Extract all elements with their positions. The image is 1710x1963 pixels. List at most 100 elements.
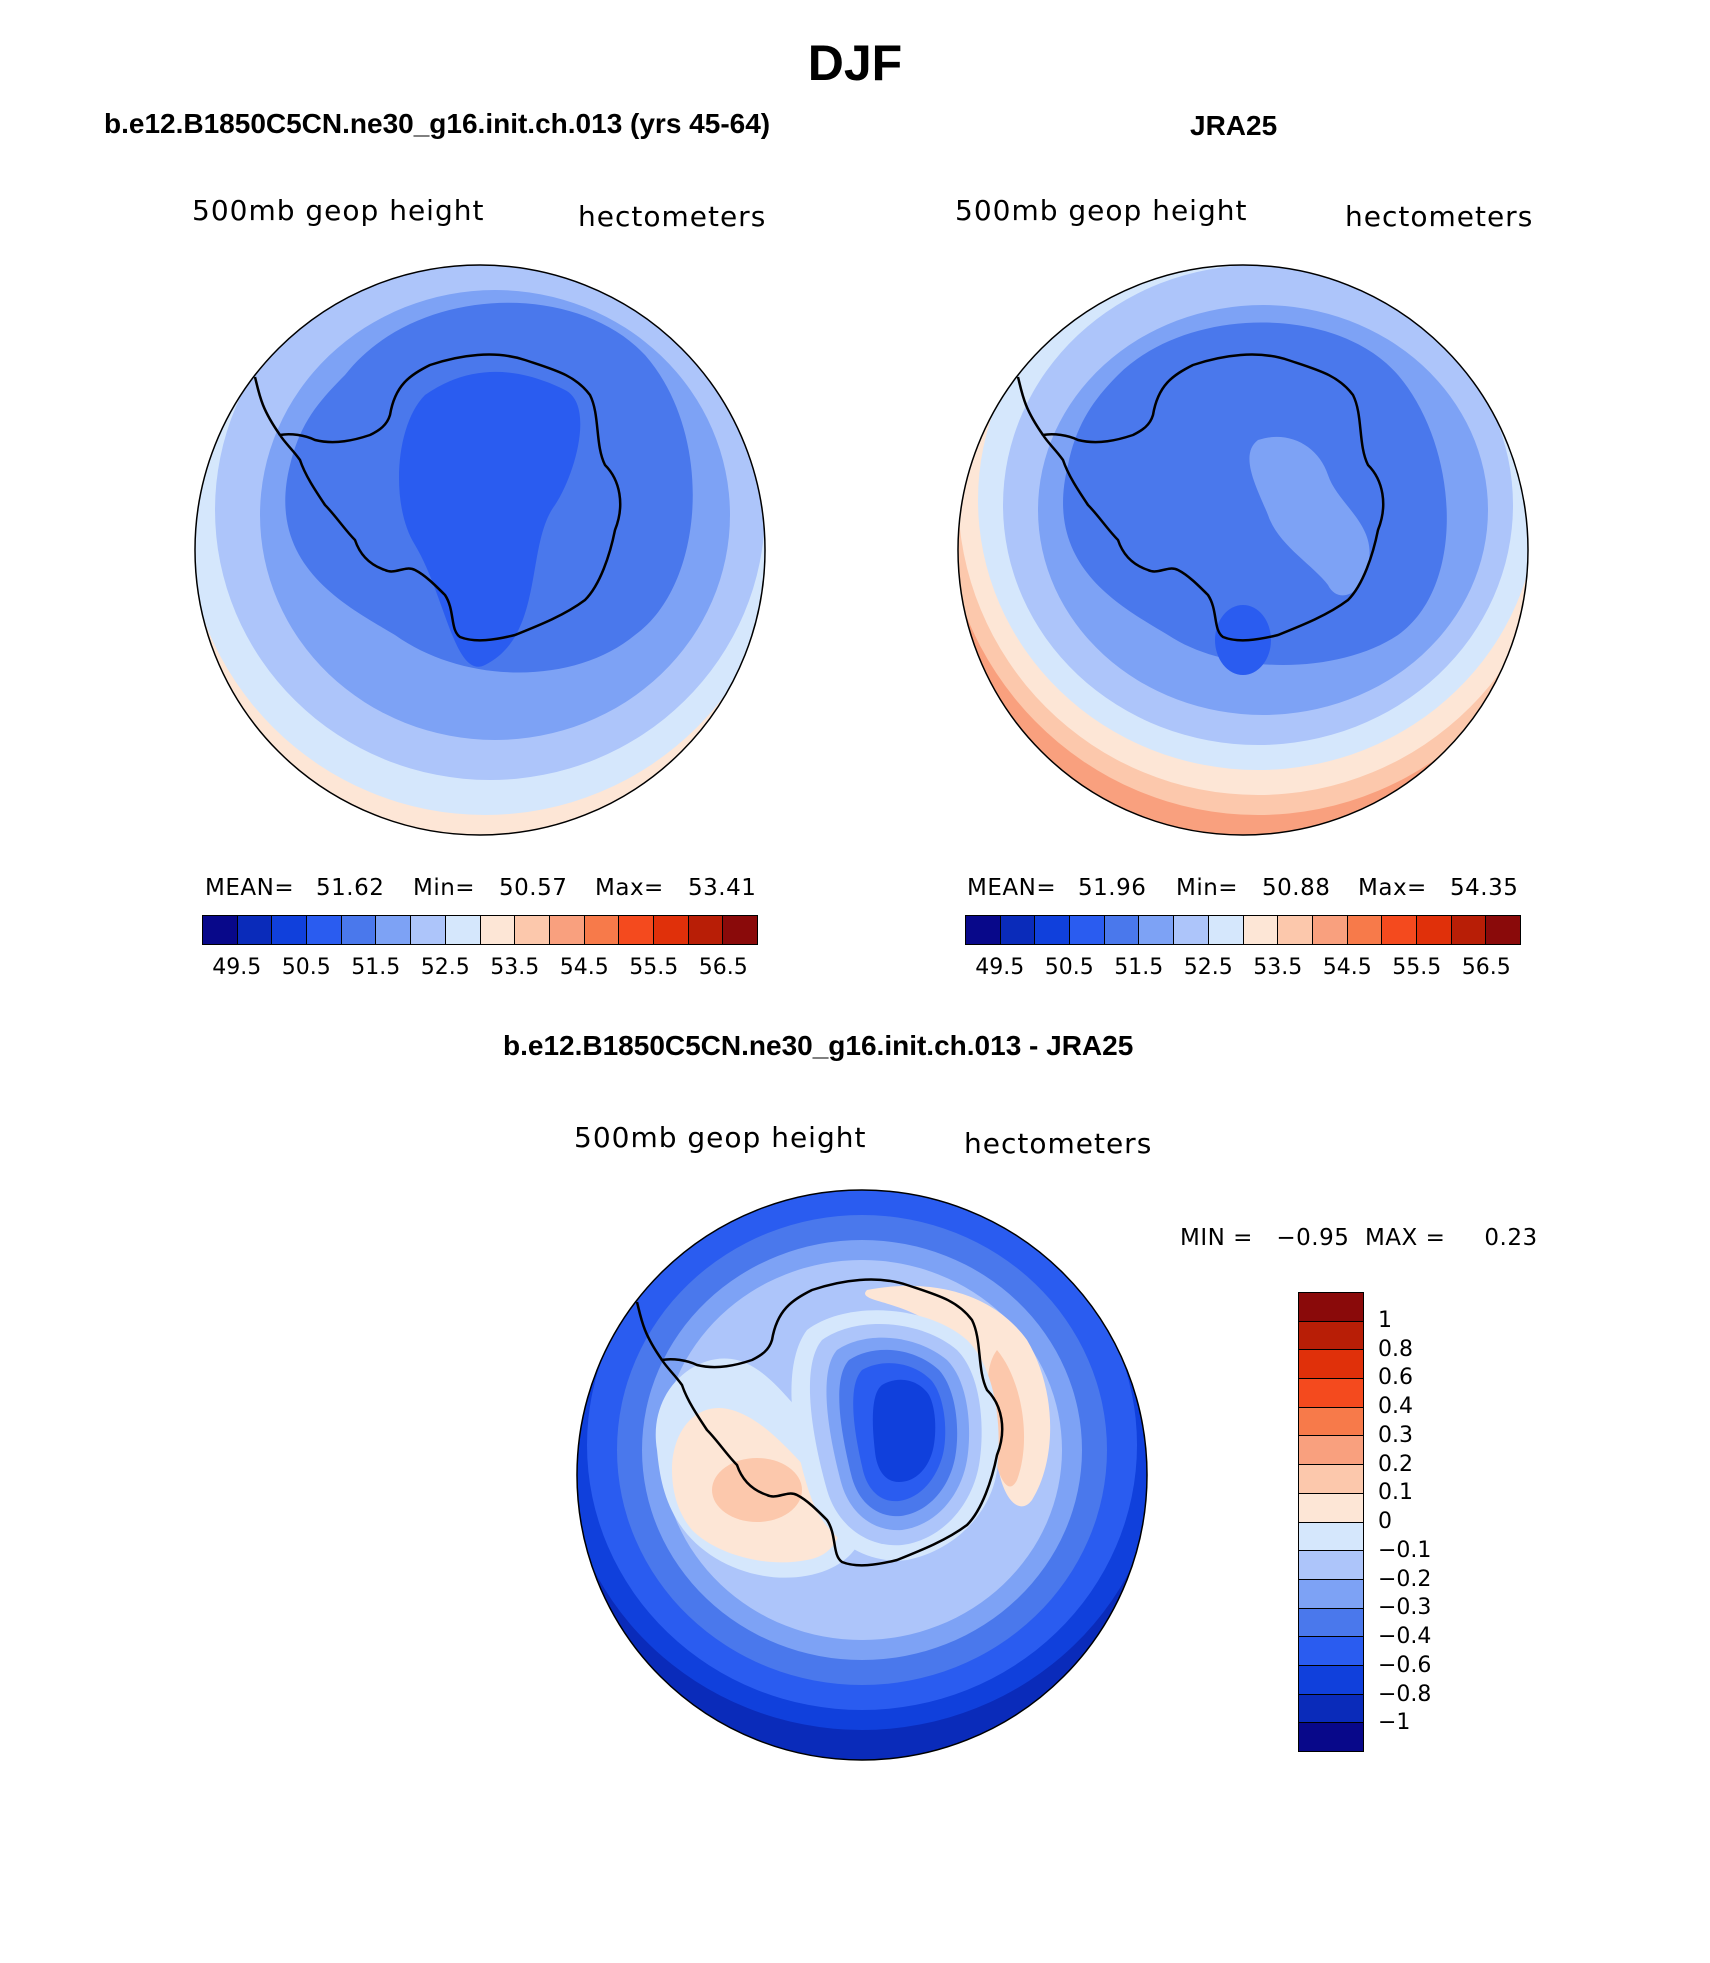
cbar-right-swatch-11 bbox=[1347, 916, 1383, 944]
left-map-border bbox=[194, 264, 766, 836]
left-mean-value: 51.62 bbox=[316, 875, 385, 901]
diff-colorbar-swatch-9 bbox=[1299, 1551, 1363, 1580]
diff-colorbar-label-7: 0 bbox=[1378, 1509, 1392, 1534]
diff-antarctica-coastline bbox=[659, 1278, 1004, 1567]
cbar-left-ticks-label-5: 54.5 bbox=[559, 955, 609, 980]
diff-colorbar-label-3: 0.4 bbox=[1378, 1394, 1413, 1419]
right-colorbar bbox=[965, 915, 1521, 945]
right-mean-label: MEAN= bbox=[967, 875, 1057, 901]
cbar-right-swatch-10 bbox=[1312, 916, 1348, 944]
diff-colorbar-label-13: −0.8 bbox=[1378, 1681, 1432, 1707]
left-min-value: 50.57 bbox=[499, 875, 568, 901]
diff-colorbar-label-4: 0.3 bbox=[1378, 1422, 1413, 1448]
cbar-right-swatch-9 bbox=[1278, 916, 1313, 944]
diff-colorbar-swatch-13 bbox=[1299, 1665, 1363, 1695]
cbar-right-swatch-4 bbox=[1104, 916, 1140, 944]
left-polar-map bbox=[194, 264, 766, 836]
right-min-value: 50.88 bbox=[1262, 875, 1331, 901]
cbar-right-ticks-label-6: 55.5 bbox=[1392, 955, 1442, 980]
cbar-left-swatch-9 bbox=[515, 916, 550, 944]
diff-minmax-label: MIN = −0.95 MAX = 0.23 bbox=[1180, 1225, 1538, 1251]
diff-colorbar-swatch-1 bbox=[1299, 1321, 1363, 1351]
diff-colorbar-swatch-4 bbox=[1299, 1407, 1363, 1437]
cbar-left-swatch-3 bbox=[307, 916, 342, 944]
diff-variable-label: 500mb geop height bbox=[574, 1121, 867, 1154]
diff-colorbar-swatch-7 bbox=[1299, 1493, 1363, 1523]
cbar-left-ticks-label-2: 51.5 bbox=[351, 955, 401, 980]
cbar-right-swatch-6 bbox=[1174, 916, 1209, 944]
diff-colorbar bbox=[1298, 1292, 1364, 1752]
cbar-left-ticks-label-3: 52.5 bbox=[420, 955, 470, 980]
diff-colorbar-label-11: −0.4 bbox=[1378, 1624, 1432, 1649]
left-antarctica-coastline bbox=[277, 353, 622, 642]
cbar-left-ticks-label-0: 49.5 bbox=[212, 955, 262, 980]
cbar-left-swatch-8 bbox=[480, 916, 516, 944]
cbar-right-swatch-0 bbox=[966, 916, 1001, 944]
cbar-left-swatch-2 bbox=[272, 916, 308, 944]
figure-title: DJF bbox=[807, 35, 903, 91]
cbar-left-swatch-7 bbox=[445, 916, 481, 944]
diff-colorbar-label-2: 0.6 bbox=[1378, 1365, 1413, 1391]
cbar-left-swatch-11 bbox=[584, 916, 620, 944]
cbar-right-swatch-12 bbox=[1382, 916, 1417, 944]
cbar-right-ticks-label-0: 49.5 bbox=[975, 955, 1025, 980]
cbar-left-swatch-6 bbox=[411, 916, 446, 944]
diff-colorbar-swatch-5 bbox=[1299, 1436, 1363, 1466]
cbar-right-swatch-14 bbox=[1451, 916, 1487, 944]
right-variable-label: 500mb geop height bbox=[955, 194, 1248, 227]
cbar-left-swatch-0 bbox=[203, 916, 238, 944]
diff-colorbar-swatch-11 bbox=[1299, 1608, 1363, 1638]
diff-map-border bbox=[576, 1189, 1148, 1761]
cbar-right-ticks-label-2: 51.5 bbox=[1114, 955, 1164, 980]
right-map-border bbox=[957, 264, 1529, 836]
cbar-right-ticks-label-3: 52.5 bbox=[1183, 955, 1233, 980]
cbar-left-swatch-12 bbox=[619, 916, 654, 944]
diff-colorbar-swatch-6 bbox=[1299, 1465, 1363, 1494]
left-variable-label: 500mb geop height bbox=[192, 194, 485, 227]
left-colorbar bbox=[202, 915, 758, 945]
cbar-left-swatch-14 bbox=[688, 916, 724, 944]
diff-colorbar-swatch-0 bbox=[1299, 1293, 1363, 1322]
left-mean-label: MEAN= bbox=[205, 875, 295, 901]
diff-colorbar-label-6: 0.1 bbox=[1378, 1480, 1413, 1506]
diff-colorbar-label-8: −0.1 bbox=[1378, 1537, 1432, 1563]
cbar-left-swatch-4 bbox=[341, 916, 377, 944]
left-units-label: hectometers bbox=[578, 200, 767, 233]
right-units-label: hectometers bbox=[1345, 200, 1534, 233]
cbar-left-swatch-15 bbox=[723, 916, 757, 944]
diff-polar-map bbox=[576, 1189, 1148, 1761]
cbar-right-swatch-13 bbox=[1416, 916, 1452, 944]
left-max-label: Max= bbox=[595, 875, 664, 901]
left-max-value: 53.41 bbox=[688, 875, 757, 901]
right-mean-value: 51.96 bbox=[1078, 875, 1147, 901]
cbar-right-swatch-8 bbox=[1243, 916, 1279, 944]
cbar-left-ticks-label-4: 53.5 bbox=[490, 955, 540, 980]
cbar-right-swatch-2 bbox=[1035, 916, 1071, 944]
diff-contour-16 bbox=[872, 1379, 936, 1482]
cbar-right-swatch-7 bbox=[1208, 916, 1244, 944]
diff-colorbar-label-0: 1 bbox=[1378, 1307, 1392, 1333]
diff-colorbar-label-9: −0.2 bbox=[1378, 1566, 1432, 1592]
right-antarctica-coastline bbox=[1040, 353, 1385, 642]
diff-colorbar-swatch-2 bbox=[1299, 1350, 1363, 1380]
right-max-value: 54.35 bbox=[1450, 875, 1519, 901]
cbar-right-ticks-label-1: 50.5 bbox=[1044, 955, 1094, 980]
left-min-label: Min= bbox=[413, 875, 476, 901]
cbar-left-ticks-label-1: 50.5 bbox=[281, 955, 331, 980]
cbar-left-swatch-10 bbox=[549, 916, 585, 944]
diff-units-label: hectometers bbox=[964, 1127, 1153, 1160]
cbar-left-swatch-13 bbox=[653, 916, 689, 944]
diff-colorbar-label-12: −0.6 bbox=[1378, 1652, 1432, 1678]
right-polar-map bbox=[957, 264, 1529, 836]
cbar-right-swatch-3 bbox=[1070, 916, 1105, 944]
left-peninsula-coastline bbox=[253, 376, 282, 436]
cbar-right-ticks-label-7: 56.5 bbox=[1461, 955, 1511, 980]
cbar-right-swatch-1 bbox=[1000, 916, 1036, 944]
diff-panel-title: b.e12.B1850C5CN.ne30_g16.init.ch.013 - J… bbox=[503, 1030, 1134, 1061]
diff-colorbar-label-1: 0.8 bbox=[1378, 1336, 1413, 1362]
right-peninsula-coastline bbox=[1016, 376, 1045, 436]
cbar-right-swatch-15 bbox=[1486, 916, 1520, 944]
diff-colorbar-label-14: −1 bbox=[1378, 1710, 1411, 1736]
cbar-left-ticks-label-7: 56.5 bbox=[698, 955, 748, 980]
diff-colorbar-swatch-10 bbox=[1299, 1579, 1363, 1609]
